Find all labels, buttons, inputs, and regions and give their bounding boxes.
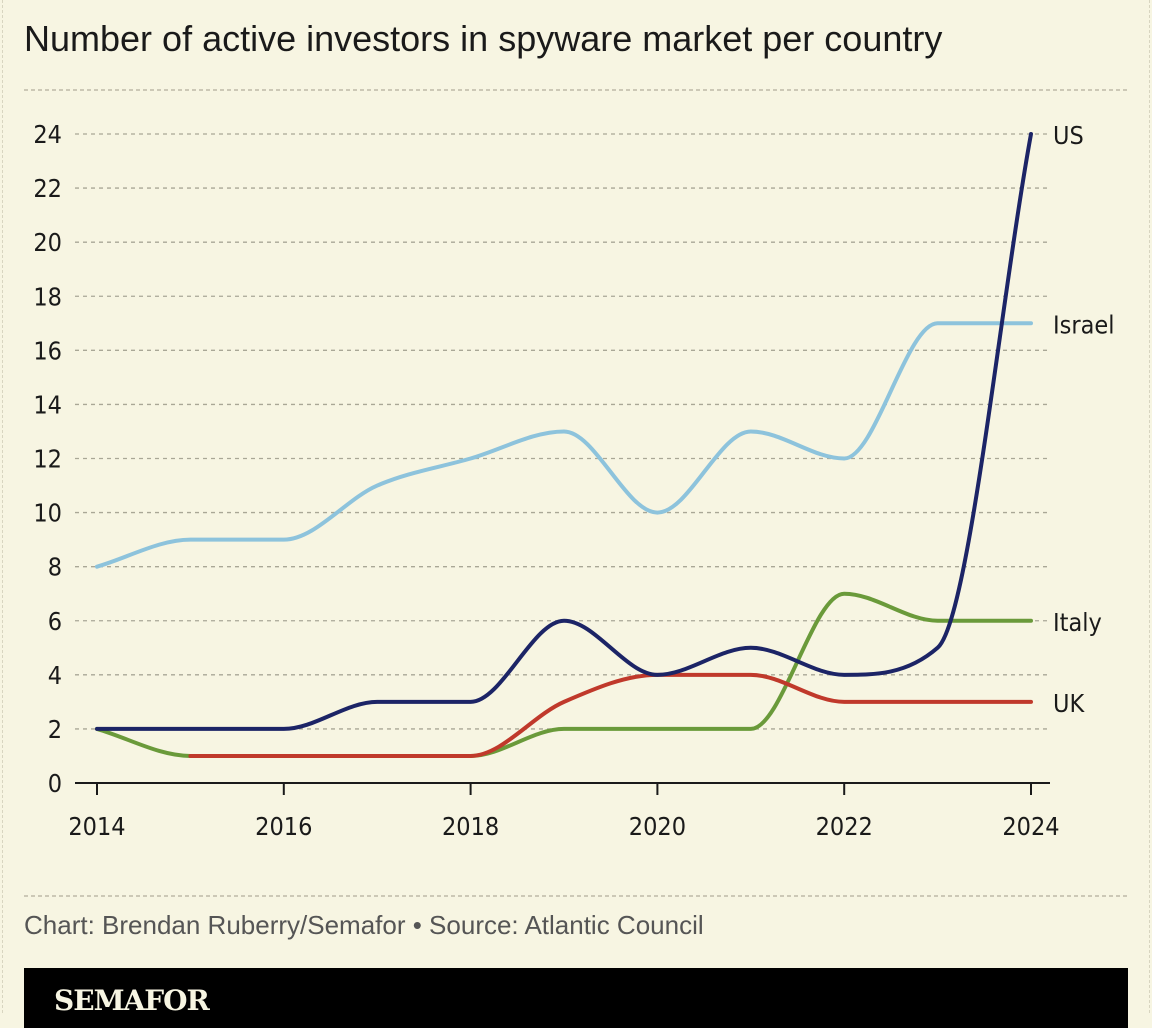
y-tick-label: 10	[33, 499, 62, 528]
series-line-us	[95, 132, 1033, 731]
x-tick-label: 2016	[255, 812, 312, 841]
series-label-us: US	[1053, 121, 1084, 150]
y-tick-label: 4	[48, 661, 62, 690]
chart-credit: Chart: Brendan Ruberry/Semafor • Source:…	[24, 910, 704, 940]
y-tick-label: 12	[33, 445, 62, 474]
y-tick-label: 6	[48, 607, 62, 636]
chart-title: Number of active investors in spyware ma…	[24, 18, 943, 59]
series-label-uk: UK	[1053, 689, 1085, 718]
series-line-israel	[95, 321, 1033, 569]
y-tick-label: 24	[33, 120, 62, 149]
y-tick-label: 0	[48, 769, 62, 798]
y-tick-label: 14	[33, 390, 62, 419]
x-tick-label: 2018	[442, 812, 499, 841]
y-tick-label: 18	[33, 282, 62, 311]
series-line-uk	[188, 672, 1033, 758]
series-label-israel: Israel	[1053, 310, 1114, 339]
semafor-logo: SEMAFOR	[54, 984, 210, 1017]
footer-band: SEMAFOR	[24, 968, 1128, 1028]
series-label-italy: Italy	[1053, 608, 1102, 637]
y-tick-label: 2	[48, 715, 62, 744]
x-tick-label: 2014	[68, 812, 125, 841]
y-tick-label: 22	[33, 174, 62, 203]
x-tick-label: 2024	[1002, 812, 1059, 841]
y-tick-label: 20	[33, 228, 62, 257]
x-tick-label: 2020	[629, 812, 686, 841]
y-tick-label: 8	[48, 553, 62, 582]
y-tick-label: 16	[33, 336, 62, 365]
x-tick-label: 2022	[816, 812, 873, 841]
